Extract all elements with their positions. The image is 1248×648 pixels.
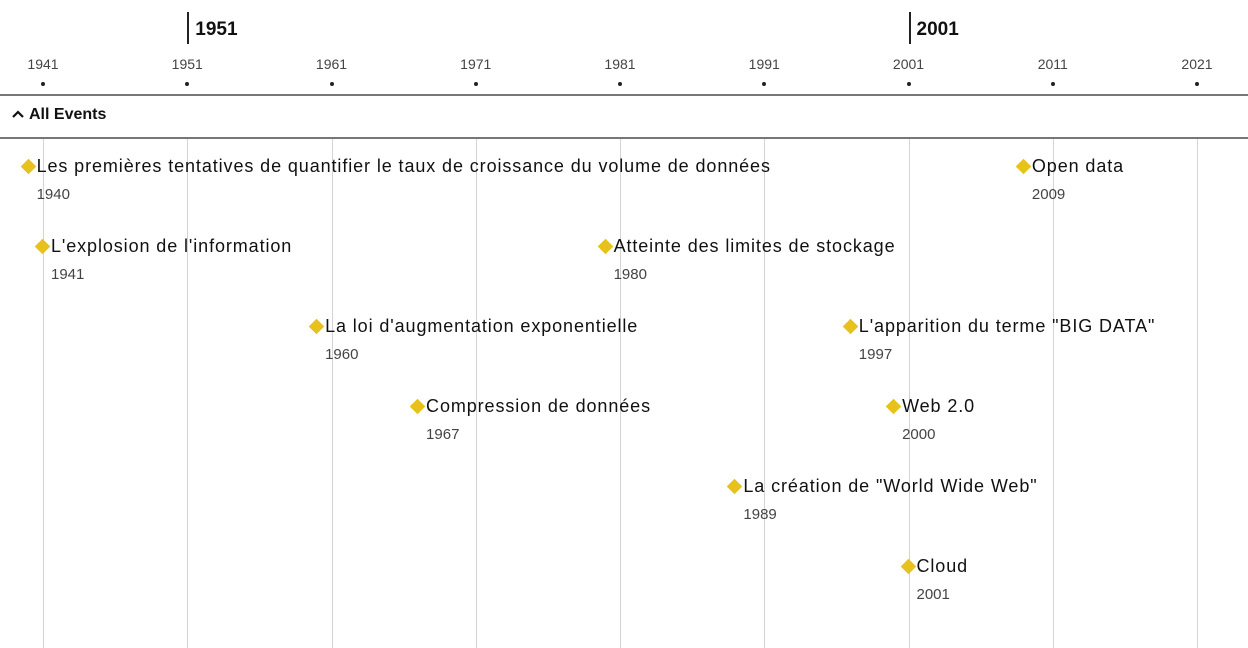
tick-dot — [906, 82, 911, 86]
tick-label: 2001 — [892, 56, 925, 72]
event-marker — [597, 238, 613, 255]
event: La loi d'augmentation exponentielle 1960 — [325, 313, 638, 370]
event-year: 2009 — [1031, 186, 1066, 203]
event: Web 2.0 2000 — [902, 393, 975, 450]
group-header[interactable]: All Events — [12, 106, 106, 124]
tick-dot — [762, 82, 767, 86]
event-marker — [842, 318, 859, 335]
caret — [12, 110, 24, 118]
tick-label: 1991 — [748, 56, 780, 72]
event-marker — [20, 158, 36, 175]
event-title: Compression de données — [426, 396, 651, 416]
event-marker — [885, 398, 902, 415]
tick-label: 1971 — [460, 56, 492, 72]
event-year: 1967 — [426, 426, 460, 443]
event: La création de "World Wide Web" 1989 — [743, 473, 1037, 530]
tick-label: 1941 — [27, 56, 59, 72]
event-marker — [900, 558, 916, 575]
grid-line — [620, 139, 621, 648]
event-title: Cloud — [916, 556, 969, 576]
tick-dot — [473, 82, 478, 86]
grid-line — [187, 139, 189, 648]
grid-line — [908, 139, 910, 648]
event: Open data 2009 — [1032, 153, 1124, 210]
grid-line — [764, 139, 766, 648]
tick-label: 1951 — [171, 56, 203, 72]
event: Atteinte des limites de stockage 1980 — [614, 233, 896, 290]
tick-label: 2021 — [1181, 56, 1213, 72]
tick-label: 1961 — [315, 56, 348, 72]
event-year: 1960 — [325, 346, 359, 363]
tick-label: 2011 — [1037, 56, 1068, 72]
tick-dot — [41, 82, 45, 86]
tick-dot — [329, 82, 334, 86]
axis-rule — [0, 94, 1248, 96]
event-marker — [409, 398, 426, 415]
event-year: 1940 — [36, 186, 70, 203]
event-title: L'explosion de l'information — [51, 236, 293, 256]
group-rule — [0, 137, 1248, 139]
event-marker — [308, 318, 325, 335]
event-title: Atteinte des limites de stockage — [613, 236, 896, 256]
event-title: Web 2.0 — [902, 396, 976, 416]
event-marker — [727, 478, 743, 495]
event-marker — [34, 238, 51, 255]
event-title: Open data — [1031, 156, 1125, 176]
tick-dot — [618, 82, 622, 86]
event-year: 1989 — [743, 506, 777, 523]
event-title: La loi d'augmentation exponentielle — [325, 316, 639, 336]
group-label: All Events — [29, 106, 107, 123]
tick-dot — [1195, 82, 1199, 86]
event: Les premières tentatives de quantifier l… — [37, 153, 771, 210]
grid-line — [331, 139, 333, 648]
event-title: Les premières tentatives de quantifier l… — [36, 156, 771, 176]
event: L'explosion de l'information 1941 — [51, 233, 292, 290]
event-title: L'apparition du terme "BIG DATA" — [858, 316, 1156, 336]
event-year: 1997 — [858, 346, 893, 363]
event-year: 1980 — [613, 266, 647, 283]
event-year: 2001 — [916, 586, 950, 603]
event-year: 2000 — [902, 426, 936, 443]
event-marker — [1015, 158, 1032, 175]
event: Cloud 2001 — [917, 553, 969, 610]
tick-dot — [1050, 82, 1055, 86]
grid-line — [43, 139, 44, 648]
era-label: 2001 — [908, 12, 959, 44]
tick-dot — [185, 82, 190, 86]
grid-line — [1052, 139, 1054, 648]
event-year: 1941 — [51, 266, 85, 283]
tick-label: 1981 — [604, 56, 636, 72]
era-label: 1951 — [187, 12, 238, 44]
grid-line — [1197, 139, 1198, 648]
grid-line — [475, 139, 477, 648]
event-title: La création de "World Wide Web" — [743, 476, 1038, 496]
event: L'apparition du terme "BIG DATA" 1997 — [859, 313, 1155, 370]
event: Compression de données 1967 — [426, 393, 651, 450]
